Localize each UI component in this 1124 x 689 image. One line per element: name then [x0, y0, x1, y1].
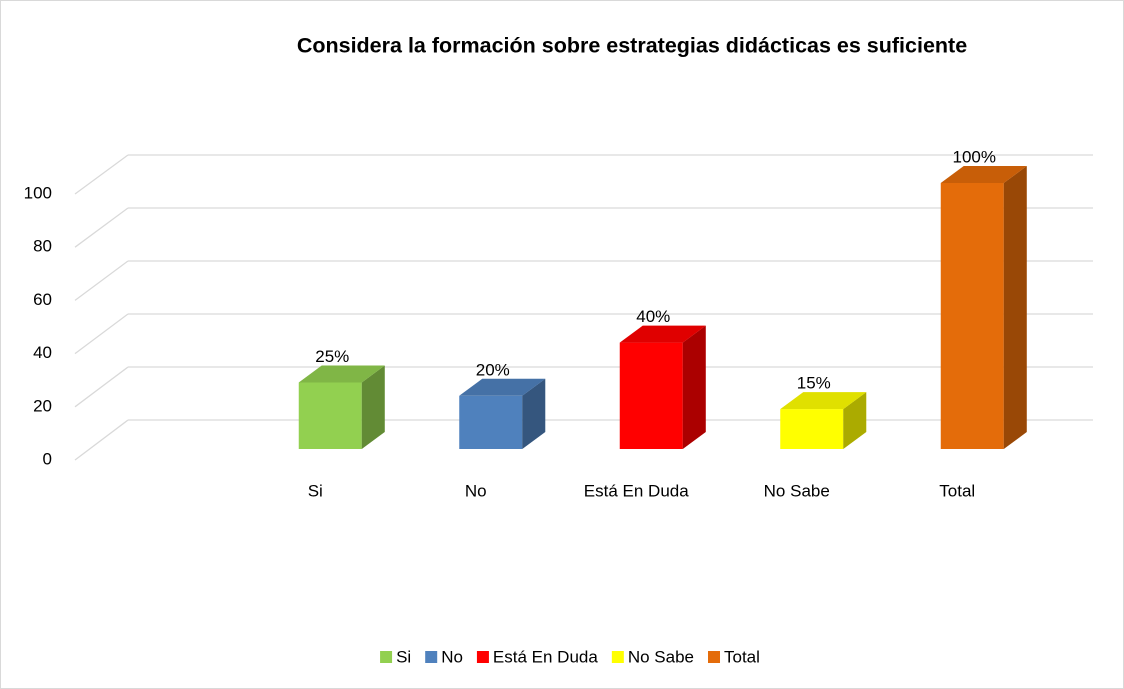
bar-side — [843, 392, 867, 449]
legend-swatch — [425, 651, 438, 663]
bar-top-shade — [298, 365, 385, 383]
data-label: 15% — [797, 374, 831, 393]
bar-top — [459, 378, 546, 396]
y-tick-label: 60 — [33, 290, 52, 309]
bar-side — [361, 365, 385, 449]
grid-line-depth — [74, 366, 129, 408]
chart-title: Considera la formación sobre estrategias… — [297, 34, 967, 58]
bar-front — [459, 395, 523, 449]
y-tick-label: 20 — [33, 396, 52, 415]
bar-top-shade — [940, 166, 1027, 183]
legend-label: Está En Duda — [493, 647, 598, 666]
legend-swatch — [708, 651, 721, 663]
bar-side — [682, 325, 706, 449]
y-tick-label: 40 — [33, 343, 52, 362]
grid-line-depth — [74, 207, 129, 248]
legend-swatch — [476, 651, 489, 663]
bar-front — [298, 382, 362, 449]
y-tick-label: 0 — [43, 449, 52, 468]
data-label: 20% — [476, 360, 510, 379]
y-tick-label: 100 — [24, 183, 52, 202]
x-tick-label: Si — [308, 481, 323, 500]
bar-side — [522, 378, 546, 449]
bar-side-shade — [1003, 166, 1027, 449]
bar-side-shade — [522, 378, 546, 449]
bar-side-shade — [843, 392, 867, 449]
legend-swatch — [611, 651, 624, 663]
legend-label: No — [441, 647, 463, 666]
legend-swatch — [380, 651, 393, 663]
bar-front — [940, 183, 1004, 449]
legend-label: Si — [396, 647, 411, 666]
bar-top-shade — [619, 325, 706, 343]
x-tick-label: No — [465, 481, 487, 500]
legend-label: No Sabe — [628, 647, 694, 666]
legend-label: Total — [724, 647, 760, 666]
bar-front — [780, 409, 844, 449]
x-tick-label: No Sabe — [764, 481, 830, 500]
data-label: 40% — [636, 307, 670, 326]
bar-top-shade — [459, 378, 546, 396]
bar-front — [619, 342, 683, 449]
grid-line-depth — [74, 313, 129, 355]
bar-side-shade — [682, 325, 706, 449]
x-tick-label: Total — [939, 481, 975, 500]
x-tick-label: Está En Duda — [584, 481, 689, 500]
bar-top — [780, 392, 867, 410]
bar-side-shade — [361, 365, 385, 449]
data-label: 25% — [315, 347, 349, 366]
y-tick-label: 80 — [33, 237, 52, 256]
bar-top — [940, 166, 1027, 183]
bar-side — [1003, 166, 1027, 449]
data-label: 100% — [953, 147, 996, 166]
bar-top — [619, 325, 706, 343]
grid-line-depth — [74, 260, 129, 301]
grid-line-depth — [74, 419, 129, 461]
grid-line-depth — [74, 154, 129, 195]
bar-top — [298, 365, 385, 383]
bar-top-shade — [780, 392, 867, 410]
